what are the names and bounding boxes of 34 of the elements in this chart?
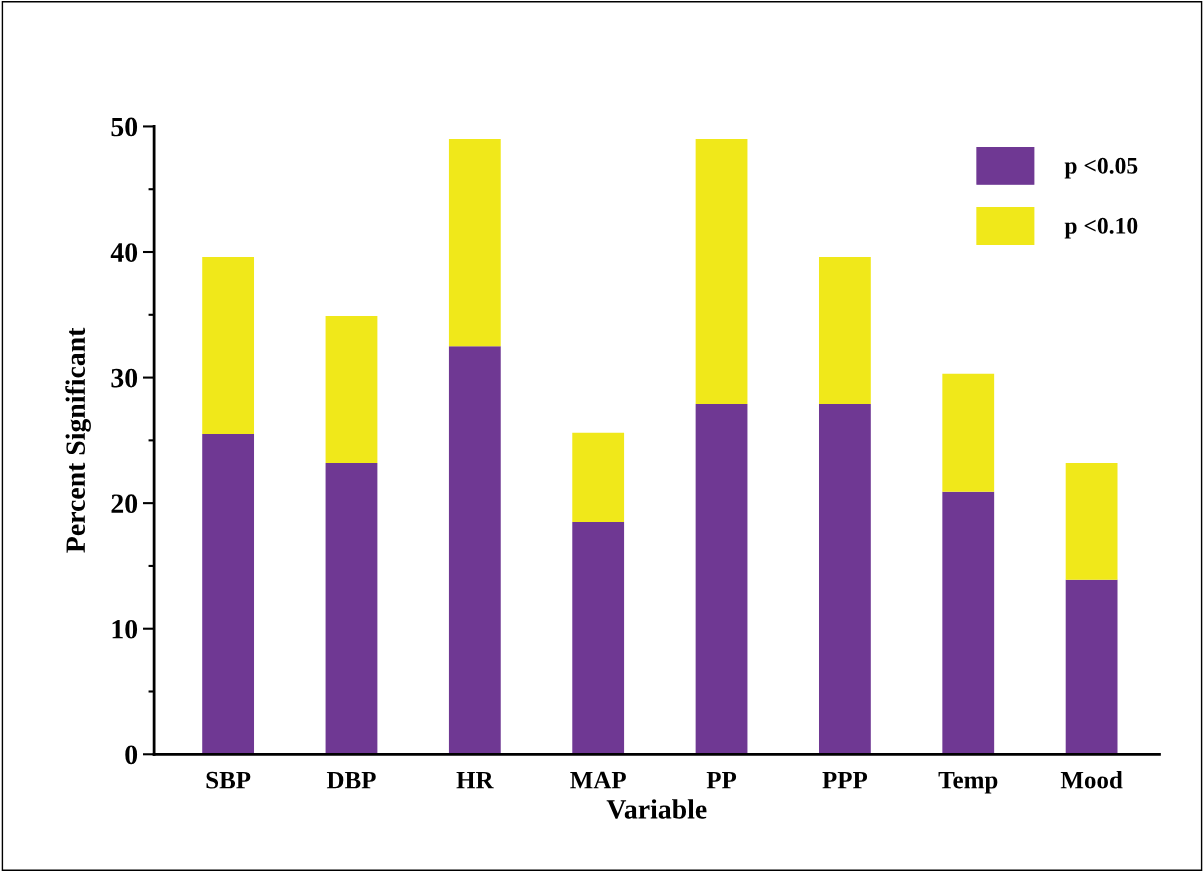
y-tick-label: 20 [111, 494, 138, 514]
y-axis-title: Percent Significant [65, 327, 91, 553]
y-tick-label: 50 [111, 117, 138, 137]
bar [202, 434, 255, 755]
bar [695, 403, 748, 755]
bar [695, 139, 748, 404]
x-tick-label: Temp [938, 771, 998, 794]
bar [448, 346, 501, 755]
y-tick-label: 10 [112, 619, 138, 639]
y-tick-label: 40 [110, 243, 138, 262]
legend-label: p <0.05 [1064, 157, 1138, 179]
x-tick-label: DBP [326, 771, 376, 789]
x-tick-label: MAP [570, 771, 626, 789]
bar [818, 257, 871, 404]
legend-label: p <0.10 [1064, 217, 1138, 239]
x-tick-label: PPP [822, 771, 868, 789]
bar [325, 316, 378, 463]
x-tick-label: SBP [206, 771, 251, 789]
bar [1065, 579, 1118, 755]
x-axis-title: Variable [606, 799, 707, 819]
bar [202, 257, 255, 435]
bar [572, 521, 625, 755]
x-tick-label: Mood [1060, 770, 1123, 789]
y-tick-label: 30 [111, 368, 138, 388]
bar [448, 139, 501, 347]
y-tick-label: 0 [125, 745, 138, 765]
bar [942, 373, 995, 492]
bar [818, 403, 871, 755]
bar [942, 491, 995, 755]
bar [325, 462, 378, 755]
bar [1065, 462, 1118, 580]
x-tick-label: HR [456, 771, 494, 789]
x-tick-label: PP [706, 771, 737, 789]
bar [572, 432, 625, 522]
